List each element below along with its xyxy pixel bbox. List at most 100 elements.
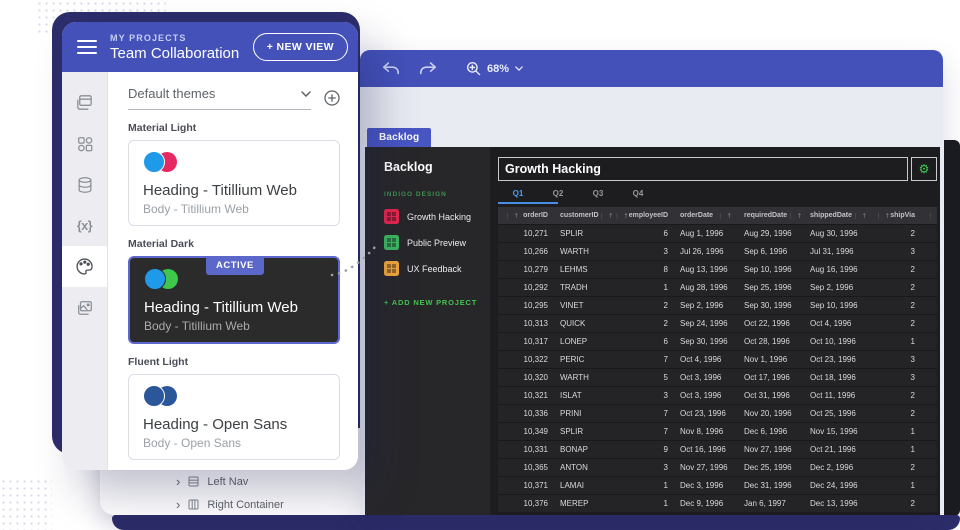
table-row[interactable]: 10,349 SPLIR 7 Nov 8, 1996 Dec 6, 1996 Nov 15…	[498, 422, 937, 440]
rail-item-assets[interactable]	[62, 287, 107, 328]
zoom-control[interactable]: 68%	[466, 61, 523, 76]
grid-title[interactable]: Growth Hacking	[498, 157, 908, 181]
theme-heading-sample: Heading - Open Sans	[143, 416, 288, 433]
column-menu-icon[interactable]: ⋮	[504, 211, 511, 220]
cell-employeeID: 1	[663, 283, 668, 292]
add-new-project-button[interactable]: + ADD NEW PROJECT	[384, 298, 478, 307]
column-menu-icon[interactable]: ⋮	[875, 211, 882, 220]
table-row[interactable]: 10,320 WARTH 5 Oct 3, 1996 Oct 17, 1996 Oct 1…	[498, 368, 937, 386]
theme-heading-sample: Heading - Titillium Web	[143, 182, 297, 199]
cell-customerID: TRADH	[560, 283, 588, 292]
tree-item-left-nav[interactable]: › Left Nav	[176, 475, 248, 488]
gear-icon[interactable]: ⚙	[911, 157, 937, 181]
sort-asc-icon[interactable]: ↑	[726, 211, 732, 220]
cell-shippedDate: Oct 10, 1996	[810, 337, 856, 346]
table-row[interactable]: 10,322 PERIC 7 Oct 4, 1996 Nov 1, 1996 Oct 23…	[498, 350, 937, 368]
sort-asc-icon[interactable]: ↑	[513, 211, 519, 220]
column-menu-icon[interactable]: ⋮	[852, 211, 859, 220]
cell-requiredDate: Nov 20, 1996	[744, 409, 792, 418]
project-item-ux-feedback[interactable]: UX Feedback	[384, 261, 490, 276]
cell-orderID: 10,317	[523, 337, 548, 346]
table-row[interactable]: 10,295 VINET 2 Sep 2, 1996 Sep 30, 1996 Sep 1…	[498, 296, 937, 314]
cell-orderID: 10,295	[523, 301, 548, 310]
themes-select[interactable]: Default themes	[128, 86, 311, 110]
panel-header: MY PROJECTS Team Collaboration + NEW VIE…	[62, 22, 358, 72]
cell-shippedDate: Oct 23, 1996	[810, 355, 856, 364]
project-item-public-preview[interactable]: Public Preview	[384, 235, 490, 250]
add-theme-button[interactable]	[324, 90, 340, 106]
cell-orderDate: Jul 26, 1996	[680, 247, 724, 256]
chevron-right-icon[interactable]: ›	[176, 497, 181, 512]
theme-card-material-dark[interactable]: ACTIVE Heading - Titillium Web Body - Ti…	[128, 256, 340, 344]
grid-tab-q3[interactable]: Q3	[592, 189, 604, 198]
rail-item-components[interactable]	[62, 123, 107, 164]
hamburger-menu-icon[interactable]	[77, 39, 97, 55]
column-menu-icon[interactable]: ⋮	[927, 211, 934, 220]
undo-button[interactable]	[382, 62, 400, 75]
cell-shippedDate: Sep 2, 1996	[810, 283, 854, 292]
assets-icon	[77, 300, 92, 315]
column-header-requiredDate[interactable]: requiredDate ⋮ ↑	[738, 207, 804, 224]
new-view-button[interactable]: + NEW VIEW	[252, 33, 348, 61]
sort-asc-icon[interactable]: ↑	[884, 211, 891, 220]
column-header-orderID[interactable]: ⋮ ↑ orderID	[498, 207, 554, 224]
cell-orderDate: Aug 1, 1996	[680, 229, 724, 238]
table-row[interactable]: 10,321 ISLAT 3 Oct 3, 1996 Oct 31, 1996 Oct 1…	[498, 386, 937, 404]
sort-asc-icon[interactable]: ↑	[861, 211, 867, 220]
cell-customerID: PRINI	[560, 409, 582, 418]
table-row[interactable]: 10,365 ANTON 3 Nov 27, 1996 Dec 25, 1996 Dec …	[498, 458, 937, 476]
back-window-edge	[944, 140, 960, 516]
cell-orderID: 10,321	[523, 391, 548, 400]
column-menu-icon[interactable]: ⋮	[787, 211, 794, 220]
chevron-right-icon[interactable]: ›	[176, 474, 181, 489]
project-label: Growth Hacking	[407, 211, 472, 222]
rail-item-data[interactable]	[62, 164, 107, 205]
sort-asc-icon[interactable]: ↑	[623, 211, 629, 220]
column-menu-icon[interactable]: ⋮	[717, 211, 724, 220]
table-row[interactable]: 10,336 PRINI 7 Oct 23, 1996 Nov 20, 1996 Oct …	[498, 404, 937, 422]
column-header-shipVia[interactable]: ⋮ ↑ shipVia	[870, 207, 921, 224]
cell-shipVia: 3	[910, 247, 915, 256]
cell-customerID: WARTH	[560, 373, 589, 382]
cell-partial	[921, 459, 937, 476]
cell-orderDate: Oct 3, 1996	[680, 373, 722, 382]
column-header-orderDate[interactable]: orderDate ⋮ ↑	[674, 207, 738, 224]
rail-item-themes[interactable]	[62, 246, 107, 287]
table-row[interactable]: 10,266 WARTH 3 Jul 26, 1996 Sep 6, 1996 Jul 3…	[498, 242, 937, 260]
sort-asc-icon[interactable]: ↑	[608, 211, 612, 220]
rail-item-views[interactable]	[62, 82, 107, 123]
rail-item-variables[interactable]: {x}	[62, 205, 107, 246]
cell-shippedDate: Oct 18, 1996	[810, 373, 856, 382]
project-item-growth-hacking[interactable]: Growth Hacking	[384, 209, 490, 224]
view-tab-backlog[interactable]: Backlog	[367, 128, 432, 148]
theme-card-material-light[interactable]: Heading - Titillium Web Body - Titillium…	[128, 140, 340, 226]
sort-asc-icon[interactable]: ↑	[796, 211, 803, 220]
tree-item-right-container[interactable]: › Right Container	[176, 498, 284, 511]
project-tile-icon	[384, 209, 399, 224]
table-row[interactable]: 10,376 MEREP 1 Dec 9, 1996 Jan 6, 1997 Dec 13…	[498, 494, 937, 512]
grid-tab-q2[interactable]: Q2	[552, 189, 564, 198]
redo-button[interactable]	[419, 62, 437, 75]
table-row[interactable]: 10,331 BONAP 9 Oct 16, 1996 Nov 27, 1996 Oct …	[498, 440, 937, 458]
table-row[interactable]: 10,371 LAMAI 1 Dec 3, 1996 Dec 31, 1996 Dec 2…	[498, 476, 937, 494]
table-row[interactable]: 10,271 SPLIR 6 Aug 1, 1996 Aug 29, 1996 Aug 3…	[498, 224, 937, 242]
cell-orderID: 10,292	[523, 283, 548, 292]
grid-tab-q4[interactable]: Q4	[632, 189, 644, 198]
theme-card-fluent-light[interactable]: Heading - Open Sans Body - Open Sans	[128, 374, 340, 460]
cell-customerID: VINET	[560, 301, 584, 310]
themes-select-value: Default themes	[128, 86, 216, 101]
cell-shipVia: 2	[910, 499, 915, 508]
table-row[interactable]: 10,292 TRADH 1 Aug 28, 1996 Sep 25, 1996 Sep …	[498, 278, 937, 296]
column-menu-icon[interactable]: ⋮	[613, 211, 621, 220]
column-header-employeeID[interactable]: ⋮ ↑ employeeID	[612, 207, 674, 224]
project-tile-icon	[384, 261, 399, 276]
grid-tab-q1[interactable]: Q1	[512, 189, 524, 198]
table-row[interactable]: 10,279 LEHMS 8 Aug 13, 1996 Sep 10, 1996 Aug …	[498, 260, 937, 278]
column-menu-icon[interactable]: ⋮	[598, 211, 606, 220]
table-row[interactable]: 10,317 LONEP 6 Sep 30, 1996 Oct 28, 1996 Oct …	[498, 332, 937, 350]
column-header-shippedDate[interactable]: shippedDate ⋮ ↑	[804, 207, 870, 224]
cell-orderID: 10,266	[523, 247, 548, 256]
column-header-customerID[interactable]: customerID ⋮ ↑	[554, 207, 612, 224]
sort-asc-icon[interactable]: ↑	[937, 212, 938, 220]
table-row[interactable]: 10,313 QUICK 2 Sep 24, 1996 Oct 22, 1996 Oct …	[498, 314, 937, 332]
